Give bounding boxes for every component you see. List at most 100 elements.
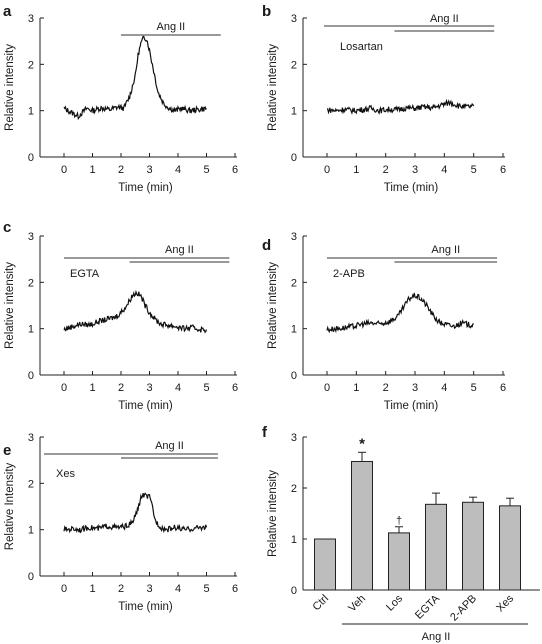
y-tick-label: 3 <box>28 13 34 25</box>
intensity-trace <box>63 492 208 534</box>
y-tick-label: 0 <box>28 370 34 382</box>
x-tick-label: 4 <box>175 164 181 176</box>
y-tick-label: 2 <box>291 59 297 71</box>
x-tick-label: 0 <box>61 583 67 595</box>
x-tick-label: 3 <box>146 382 152 394</box>
treatment-label-ang-ii: Ang II <box>157 21 186 33</box>
category-label: EGTA <box>413 592 443 622</box>
x-axis-label: Time (min) <box>118 601 173 613</box>
treatment-label: Losartan <box>340 41 383 53</box>
x-axis-label: Time (min) <box>384 400 439 412</box>
x-tick-label: 1 <box>89 164 95 176</box>
x-tick-label: 4 <box>441 164 447 176</box>
x-tick-label: 1 <box>353 382 359 394</box>
x-tick-label: 3 <box>412 382 418 394</box>
intensity-trace <box>326 292 474 334</box>
bar-veh <box>351 460 373 591</box>
treatment-label: Xes <box>56 468 75 480</box>
y-tick-label: 0 <box>28 152 34 164</box>
intensity-trace <box>63 289 208 334</box>
bar-egta <box>425 503 447 591</box>
treatment-label: EGTA <box>70 268 100 280</box>
panel-label-c: c <box>3 219 11 236</box>
y-axis-label: Relative intensity <box>4 262 16 349</box>
x-tick-label: 5 <box>203 164 209 176</box>
x-tick-label: 2 <box>118 164 124 176</box>
panel-c: c 0 1 2 3 0 1 2 3 4 5 6 Time (min) Relative intensity… <box>3 219 238 412</box>
x-tick-label: 5 <box>471 164 477 176</box>
y-tick-label: 0 <box>28 571 34 583</box>
y-tick-label: 1 <box>291 106 297 118</box>
panel-label-f: f <box>262 424 268 441</box>
x-tick-label: 4 <box>175 583 181 595</box>
panel-d: d 0 1 2 3 0 1 2 3 4 5 6 Time (min) Relative intensity… <box>262 231 506 412</box>
y-tick-label: 2 <box>28 59 34 71</box>
x-tick-label: 2 <box>383 382 389 394</box>
x-tick-label: 6 <box>232 164 238 176</box>
bar-xes <box>499 505 521 591</box>
panel-b: b 0 1 2 3 0 1 2 3 4 5 6 Time (min) Relative intensity… <box>262 3 506 194</box>
x-axis-label: Time (min) <box>118 182 173 194</box>
y-tick-label: 2 <box>28 478 34 490</box>
panel-e: e 0 1 2 3 0 1 2 3 4 5 6 Time (min) Relative Intensity… <box>3 432 238 613</box>
y-axis-label: Relative Intensity <box>4 462 16 550</box>
x-tick-label: 0 <box>61 382 67 394</box>
y-tick-label: 1 <box>28 324 34 336</box>
x-tick-label: 5 <box>471 382 477 394</box>
y-tick-label: 2 <box>28 277 34 289</box>
bar-ctrl <box>314 538 336 591</box>
x-tick-label: 0 <box>324 164 330 176</box>
y-tick-label: 3 <box>291 231 297 243</box>
x-tick-label: 3 <box>146 583 152 595</box>
treatment-label: 2-APB <box>333 268 365 280</box>
x-axis-label: Time (min) <box>118 400 173 412</box>
bar-2-apb <box>462 501 484 591</box>
x-tick-label: 6 <box>500 164 506 176</box>
x-tick-label: 5 <box>203 583 209 595</box>
y-tick-label: 1 <box>291 534 297 546</box>
x-tick-label: 6 <box>232 382 238 394</box>
y-tick-label: 1 <box>28 106 34 118</box>
x-tick-label: 1 <box>89 583 95 595</box>
y-axis-label: Relative intensity <box>267 470 279 557</box>
y-tick-label: 3 <box>28 231 34 243</box>
x-tick-label: 0 <box>324 382 330 394</box>
y-tick-label: 3 <box>291 13 297 25</box>
category-label: Xes <box>494 592 516 614</box>
y-tick-label: 1 <box>28 525 34 537</box>
panel-label-a: a <box>3 3 12 20</box>
treatment-label-ang-ii: Ang II <box>155 440 184 452</box>
y-tick-label: 1 <box>291 324 297 336</box>
x-tick-label: 1 <box>89 382 95 394</box>
treatment-label-ang-ii: Ang II <box>431 244 460 256</box>
bar-los <box>388 532 410 591</box>
category-label: Los <box>384 592 405 613</box>
panel-label-d: d <box>262 237 271 254</box>
category-label: 2-APB <box>448 593 479 624</box>
y-tick-label: 0 <box>291 585 297 597</box>
x-tick-label: 1 <box>353 164 359 176</box>
panel-label-b: b <box>262 3 271 20</box>
panel-f: f 0 1 2 3 Relative intensity Ctrl * Veh † Los EGTA 2… <box>262 424 540 643</box>
y-tick-label: 3 <box>28 432 34 444</box>
x-tick-label: 2 <box>118 583 124 595</box>
x-tick-label: 2 <box>118 382 124 394</box>
intensity-trace <box>63 35 207 121</box>
y-axis-label: Relative intensity <box>267 44 279 131</box>
panel-label-e: e <box>3 442 11 459</box>
x-tick-label: 6 <box>232 583 238 595</box>
significance-marker: * <box>359 435 365 452</box>
x-tick-label: 6 <box>500 382 506 394</box>
x-tick-label: 5 <box>203 382 209 394</box>
x-tick-label: 4 <box>441 382 447 394</box>
x-tick-label: 0 <box>61 164 67 176</box>
y-tick-label: 0 <box>291 370 297 382</box>
x-tick-label: 3 <box>412 164 418 176</box>
y-tick-label: 2 <box>291 277 297 289</box>
treatment-label-ang-ii: Ang II <box>165 244 194 256</box>
y-tick-label: 3 <box>291 432 297 444</box>
dagger-marker: † <box>396 515 402 527</box>
treatment-label-ang-ii: Ang II <box>430 13 459 25</box>
y-axis-label: Relative intensity <box>4 44 16 131</box>
